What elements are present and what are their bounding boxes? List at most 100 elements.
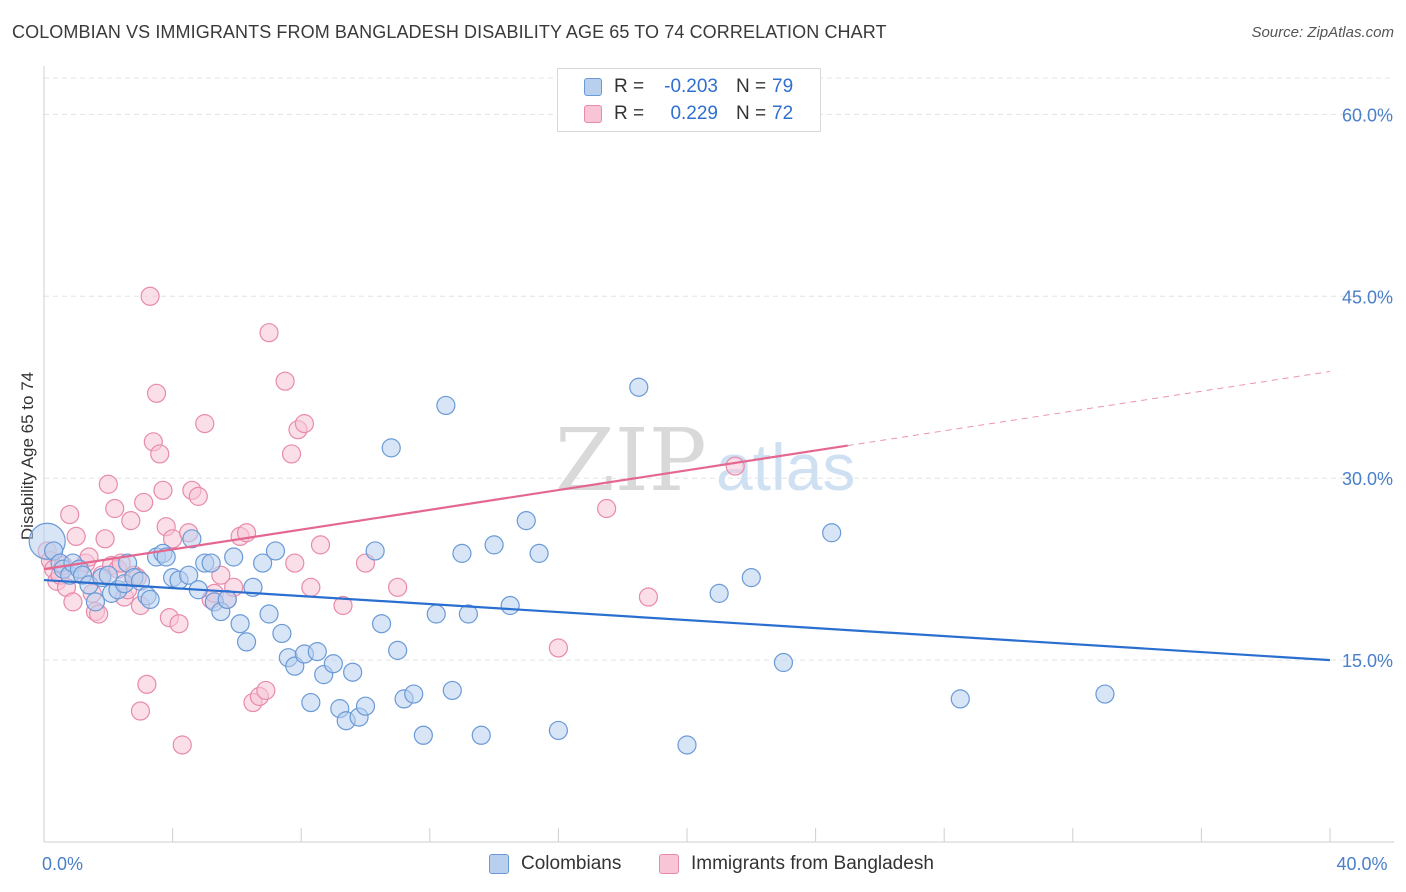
chart-title: COLOMBIAN VS IMMIGRANTS FROM BANGLADESH …: [12, 22, 887, 42]
y-tick-label: 60.0%: [1342, 105, 1393, 125]
legend-row-colombians: R = -0.203 N = 79: [558, 73, 820, 101]
legend-n-value: 72: [772, 103, 794, 124]
point-colombians: [259, 604, 279, 624]
point-colombians: [484, 535, 504, 555]
point-bangladesh: [130, 701, 151, 721]
gridlines: [44, 77, 1394, 661]
point-bangladesh: [63, 592, 83, 612]
series-bangladesh-points: [37, 286, 745, 755]
point-colombians: [548, 720, 569, 741]
trend-lines: [43, 370, 1331, 662]
point-colombians: [709, 583, 729, 603]
point-colombians: [442, 680, 462, 701]
point-bangladesh: [137, 674, 157, 694]
point-colombians: [371, 614, 392, 634]
point-colombians: [217, 589, 237, 610]
point-colombians: [253, 553, 273, 573]
legend-r-value: -0.203: [664, 76, 718, 97]
point-bangladesh: [301, 577, 321, 597]
axes: [43, 66, 1394, 843]
point-bangladesh: [281, 444, 302, 464]
point-bangladesh: [548, 638, 569, 658]
point-bangladesh: [285, 553, 305, 573]
legend-label-bangladesh: Immigrants from Bangladesh: [691, 853, 934, 874]
point-colombians: [1095, 684, 1115, 704]
point-bangladesh: [275, 371, 295, 391]
point-colombians: [426, 604, 446, 624]
point-colombians: [265, 541, 286, 561]
legend-swatch-pink: [584, 105, 602, 123]
point-colombians: [343, 662, 363, 682]
point-colombians: [230, 614, 250, 634]
legend-swatch-pink: [659, 854, 679, 874]
point-colombians: [381, 438, 401, 458]
trend-line-colombians: [43, 578, 1331, 662]
point-colombians: [182, 529, 202, 549]
y-axis-title: Disability Age 65 to 74: [18, 372, 37, 540]
point-bangladesh: [95, 529, 115, 549]
point-colombians: [822, 523, 842, 543]
point-bangladesh: [388, 577, 408, 597]
point-colombians: [458, 604, 478, 624]
point-bangladesh: [195, 414, 215, 434]
point-bangladesh: [725, 456, 745, 476]
legend-n-label: N =: [736, 76, 767, 97]
y-tick-label: 45.0%: [1342, 287, 1393, 307]
legend-n-value: 79: [772, 76, 794, 97]
point-bangladesh: [294, 414, 315, 434]
point-colombians: [452, 543, 472, 563]
point-colombians: [179, 565, 199, 585]
watermark: ZIP atlas: [555, 411, 855, 511]
point-bangladesh: [172, 735, 192, 755]
point-colombians: [355, 696, 376, 716]
correlation-legend: R = -0.203 N = 79 R = 0.229 N = 72: [557, 68, 821, 132]
point-bangladesh: [146, 383, 167, 403]
point-bangladesh: [105, 498, 125, 519]
legend-r-label: R =: [614, 103, 645, 124]
point-colombians: [436, 395, 456, 416]
point-colombians: [773, 652, 794, 673]
point-bangladesh: [66, 526, 86, 547]
point-colombians: [529, 543, 549, 563]
point-bangladesh: [121, 511, 141, 531]
point-colombians: [156, 547, 176, 567]
point-colombians: [224, 547, 244, 567]
x-tick-label: 40.0%: [1336, 854, 1387, 874]
point-colombians: [388, 640, 408, 660]
point-bangladesh: [140, 286, 160, 306]
point-bangladesh: [169, 614, 189, 634]
point-bangladesh: [98, 474, 118, 494]
legend-n-label: N =: [736, 103, 767, 124]
trend-line-bangladesh-extension: [847, 370, 1331, 447]
point-colombians: [365, 541, 385, 561]
point-bangladesh: [638, 587, 659, 607]
point-colombians: [413, 725, 433, 745]
point-colombians: [404, 684, 424, 704]
point-bangladesh: [333, 595, 353, 616]
legend-swatch-blue: [584, 78, 602, 96]
point-bangladesh: [153, 480, 173, 500]
point-bangladesh: [188, 486, 208, 506]
y-tick-label: 30.0%: [1342, 469, 1393, 489]
point-colombians: [323, 654, 343, 674]
point-bangladesh: [60, 504, 80, 525]
legend-r-label: R =: [614, 76, 645, 97]
point-colombians: [301, 692, 321, 713]
point-colombians: [950, 689, 970, 709]
y-tick-label: 15.0%: [1342, 651, 1393, 671]
watermark-zip: ZIP: [555, 411, 707, 511]
legend-swatch-blue: [489, 854, 509, 874]
x-tick-label: 0.0%: [42, 854, 83, 874]
point-colombians: [677, 735, 697, 755]
source-label: Source: ZipAtlas.com: [1251, 24, 1394, 41]
point-bangladesh: [310, 535, 331, 555]
point-bangladesh: [134, 492, 154, 513]
tick-labels: 15.0% 30.0% 45.0% 60.0% 0.0% 40.0%: [42, 105, 1393, 874]
point-colombians: [236, 632, 257, 652]
point-bangladesh: [150, 444, 170, 464]
series-colombians-points: [28, 377, 1115, 755]
point-bangladesh: [259, 323, 279, 343]
point-colombians: [85, 592, 106, 612]
point-colombians: [140, 589, 160, 610]
